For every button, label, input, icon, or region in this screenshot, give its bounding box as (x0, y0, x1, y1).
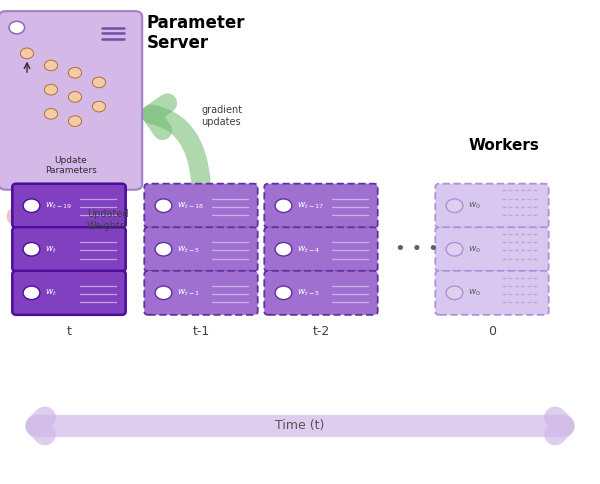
Circle shape (68, 116, 82, 126)
Text: gradient
updates: gradient updates (201, 106, 242, 127)
FancyBboxPatch shape (435, 184, 548, 228)
FancyArrowPatch shape (16, 187, 50, 227)
Text: Parameter
Server: Parameter Server (147, 14, 245, 52)
Text: $w_0$: $w_0$ (468, 244, 481, 255)
FancyBboxPatch shape (13, 184, 126, 228)
Circle shape (68, 67, 82, 78)
Text: $w_t$: $w_t$ (46, 244, 58, 255)
Circle shape (68, 91, 82, 102)
FancyBboxPatch shape (435, 271, 548, 315)
FancyBboxPatch shape (13, 227, 126, 271)
FancyBboxPatch shape (265, 271, 378, 315)
Circle shape (20, 48, 34, 59)
Circle shape (446, 242, 463, 256)
Text: $w_{t-1}$: $w_{t-1}$ (178, 287, 200, 298)
FancyBboxPatch shape (265, 227, 378, 271)
Text: $w_{t-4}$: $w_{t-4}$ (298, 244, 320, 255)
Circle shape (446, 286, 463, 300)
Text: • • •: • • • (395, 240, 439, 258)
Circle shape (92, 77, 106, 88)
Circle shape (23, 199, 40, 212)
Text: Update
Parameters: Update Parameters (44, 156, 97, 175)
Circle shape (446, 199, 463, 212)
Circle shape (92, 101, 106, 112)
FancyBboxPatch shape (0, 11, 142, 190)
Text: $w_{t-5}$: $w_{t-5}$ (298, 287, 320, 298)
Circle shape (275, 242, 292, 256)
Circle shape (155, 242, 172, 256)
FancyArrowPatch shape (151, 103, 201, 181)
Circle shape (44, 84, 58, 95)
Text: Time (t): Time (t) (275, 420, 325, 432)
Text: t-2: t-2 (313, 325, 329, 338)
Text: 0: 0 (488, 325, 496, 338)
Circle shape (23, 286, 40, 300)
Circle shape (155, 286, 172, 300)
FancyBboxPatch shape (145, 184, 258, 228)
Text: $w_0$: $w_0$ (468, 287, 481, 298)
FancyBboxPatch shape (265, 184, 378, 228)
FancyArrowPatch shape (37, 418, 563, 434)
FancyBboxPatch shape (13, 271, 126, 315)
Text: $w_{t-19}$: $w_{t-19}$ (46, 200, 73, 211)
Text: $w_{t-18}$: $w_{t-18}$ (178, 200, 205, 211)
FancyBboxPatch shape (145, 227, 258, 271)
Circle shape (9, 21, 25, 34)
Circle shape (275, 286, 292, 300)
Circle shape (23, 242, 40, 256)
Text: t: t (67, 325, 71, 338)
Circle shape (275, 199, 292, 212)
Circle shape (155, 199, 172, 212)
Text: Updated
Weights: Updated Weights (87, 210, 128, 231)
Circle shape (44, 60, 58, 71)
Text: $w_{t-5}$: $w_{t-5}$ (178, 244, 200, 255)
Text: $w_{t-17}$: $w_{t-17}$ (298, 200, 325, 211)
Circle shape (44, 108, 58, 119)
Text: t-1: t-1 (193, 325, 209, 338)
Text: $w_t$: $w_t$ (46, 287, 58, 298)
FancyBboxPatch shape (145, 271, 258, 315)
Text: Workers: Workers (469, 138, 539, 152)
FancyBboxPatch shape (435, 227, 548, 271)
Text: $w_0$: $w_0$ (468, 200, 481, 211)
